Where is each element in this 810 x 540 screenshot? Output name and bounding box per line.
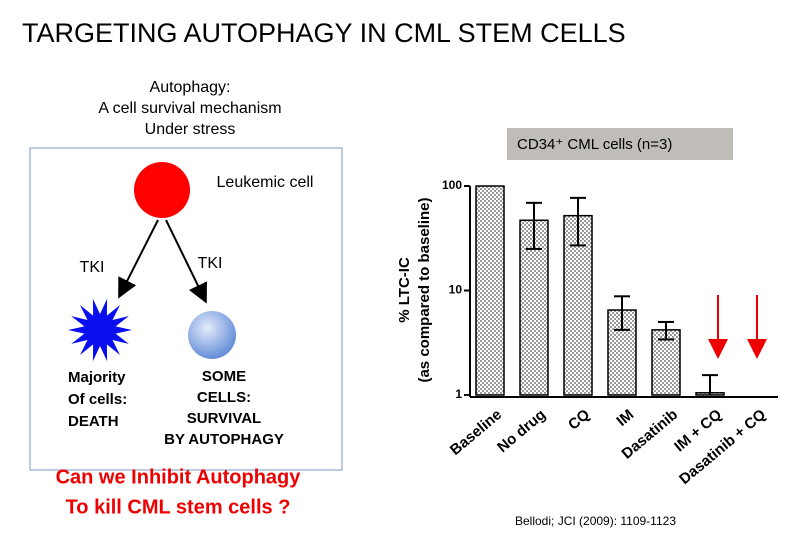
subtitle: Autophagy: A cell survival mechanism Und… <box>98 79 281 138</box>
x-tick-label: CQ <box>565 406 593 434</box>
arrow-label: TKI <box>198 255 223 272</box>
y-tick-label: 10 <box>449 283 463 297</box>
subtitle-line: Under stress <box>145 121 236 138</box>
legend-label: CD34⁺ CML cells (n=3) <box>517 136 672 153</box>
leukemic-cell <box>134 162 190 218</box>
right-outcome: SOME CELLS: SURVIVAL BY AUTOPHAGY <box>164 368 284 448</box>
error-bar <box>702 374 718 395</box>
outcome-line: BY AUTOPHAGY <box>164 431 284 448</box>
diagram-frame <box>29 147 343 471</box>
y-tick-label: 1 <box>455 387 462 401</box>
y-axis-label: % LTC-IC <box>396 257 413 323</box>
slide-title: TARGETING AUTOPHAGY IN CML STEM CELLS <box>22 18 626 48</box>
question-line: To kill CML stem cells ? <box>66 496 291 518</box>
outcome-line: CELLS: <box>197 389 251 406</box>
outcome-line: Majority <box>68 369 126 386</box>
arrow-label: TKI <box>80 259 105 276</box>
error-bar <box>526 201 542 250</box>
y-tick-label: 100 <box>442 178 462 192</box>
subtitle-line: A cell survival mechanism <box>98 100 281 117</box>
citation: Bellodi; JCI (2009): 1109-1123 <box>515 514 676 528</box>
outcome-line: SURVIVAL <box>187 410 261 427</box>
question: Can we Inhibit Autophagy To kill CML ste… <box>56 466 302 518</box>
error-bar <box>658 320 674 341</box>
x-tick-label: No drug <box>494 406 549 456</box>
arrow <box>165 219 207 304</box>
surviving-cell <box>188 311 236 359</box>
left-outcome: Majority Of cells: DEATH <box>68 369 127 430</box>
error-bar <box>614 295 630 331</box>
outcome-line: DEATH <box>68 413 119 430</box>
outcome-line: SOME <box>202 368 246 385</box>
y-axis-label: (as compared to baseline) <box>416 197 433 382</box>
dead-cell <box>68 298 132 362</box>
arrow <box>118 219 159 299</box>
x-tick-label: Baseline <box>447 406 505 459</box>
subtitle-line: Autophagy: <box>150 79 231 96</box>
x-tick-label: IM <box>613 406 637 430</box>
bar <box>651 329 681 396</box>
question-line: Can we Inhibit Autophagy <box>56 466 302 488</box>
cell-label: Leukemic cell <box>217 174 314 191</box>
bar <box>475 185 505 396</box>
chart: 1 10 100 % LTC-IC (as compared to baseline) B… <box>396 178 778 488</box>
outcome-line: Of cells: <box>68 391 127 408</box>
legend-box <box>507 128 733 160</box>
error-bar <box>570 196 586 247</box>
